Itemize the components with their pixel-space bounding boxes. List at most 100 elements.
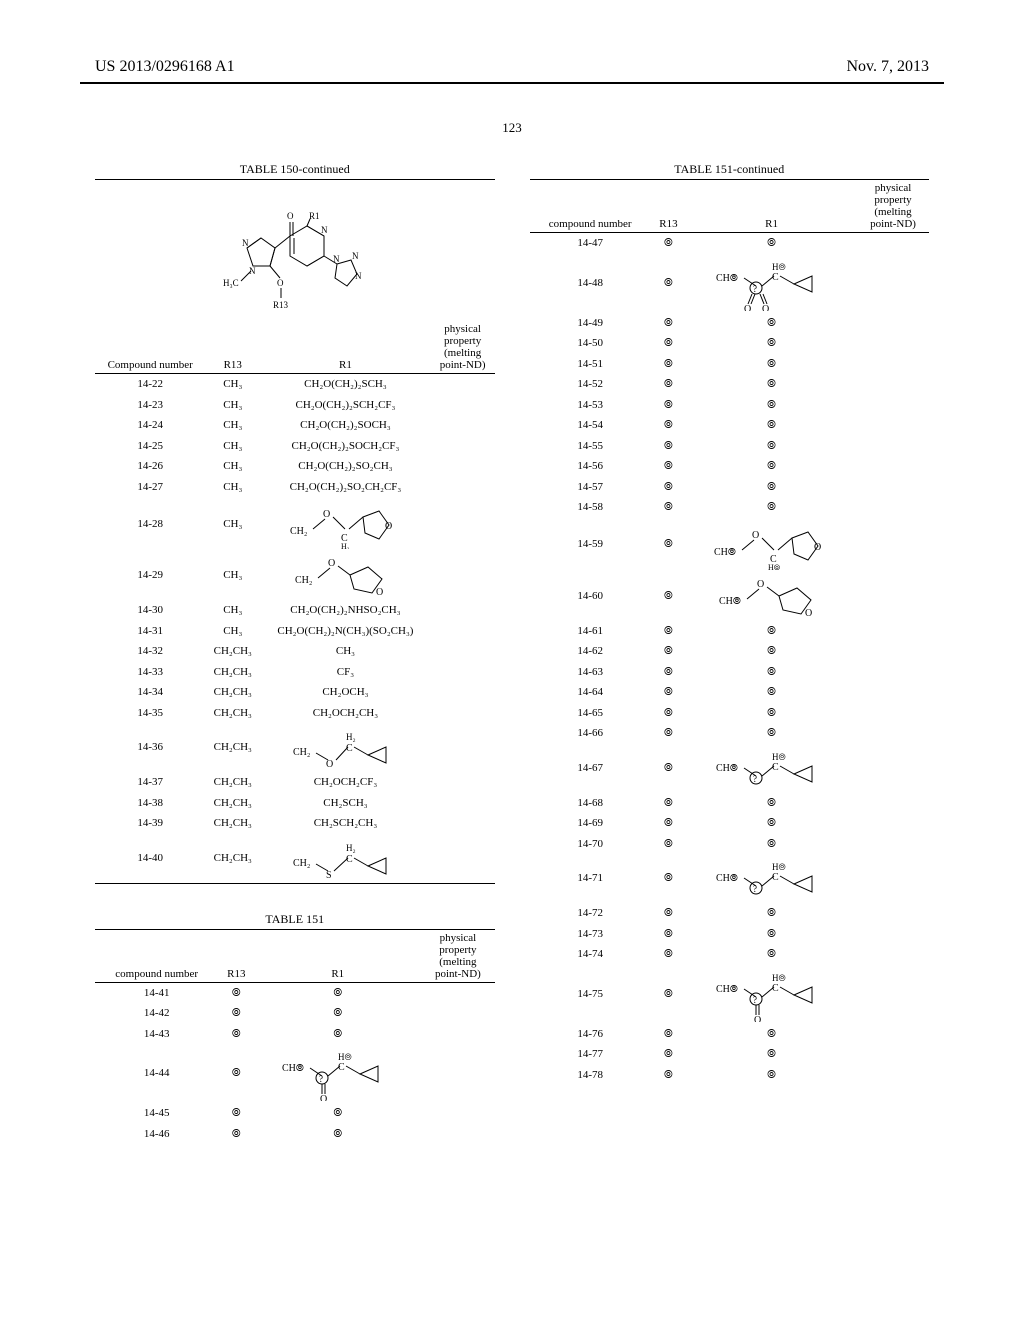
structure-14-60: CH⦾ O O (717, 574, 827, 619)
svg-text:O: O (328, 558, 335, 569)
table-row: 14-60 ⦾ CH⦾ O O (530, 572, 930, 621)
table-row: 14-39CH₂CH₃CH₂SCH₂CH₃ (95, 813, 495, 834)
svg-text:C: C (772, 983, 779, 994)
svg-text:CH⦾: CH⦾ (714, 547, 736, 558)
svg-text:O: O (320, 1094, 327, 1101)
svg-text:H⦾: H⦾ (338, 1052, 352, 1062)
table-row: 14-49⦾⦾ (530, 313, 930, 334)
structure-14-29: CH₂ O O (290, 553, 400, 598)
svg-text:H₃C: H₃C (223, 278, 239, 288)
table-row: 14-70⦾⦾ (530, 834, 930, 855)
table-row: 14-46⦾⦾ (95, 1124, 495, 1145)
table-row: 14-37CH₂CH₃CH₂OCH₂CF₃ (95, 772, 495, 793)
table-row: 14-34CH₂CH₃CH₂OCH₃ (95, 682, 495, 703)
table-row: 14-38CH₂CH₃CH₂SCH₃ (95, 793, 495, 814)
table-row: 14-43⦾⦾ (95, 1024, 495, 1045)
svg-text:O: O (323, 509, 330, 520)
placeholder-icon: ⦾ (664, 988, 673, 1000)
svg-text:N: N (355, 271, 362, 281)
table-row: 14-56⦾⦾ (530, 456, 930, 477)
table-row: 14-36 CH₂CH₃ CH₂ O H₂ C (95, 723, 495, 772)
table-row: 14-45⦾⦾ (95, 1103, 495, 1124)
col-r13: R13 (651, 180, 686, 233)
table-row: 14-33CH₂CH₃CF₃ (95, 662, 495, 683)
col-prop: physical property (melting point-ND) (421, 930, 494, 983)
table-row: 14-47 ⦾ ⦾ (530, 233, 930, 254)
table-150-title: TABLE 150-continued (95, 162, 495, 177)
table-row: 14-25CH₃CH₂O(CH₂)₂SOCH₂CF₃ (95, 436, 495, 457)
svg-text:N: N (249, 266, 256, 276)
table-row: 14-67 ⦾ CH⦾ ? H⦾ (530, 744, 930, 793)
structure-14-28: CH₂ O C H₂ O (285, 499, 405, 549)
svg-text:H⦾: H⦾ (772, 862, 786, 872)
svg-text:H₂: H₂ (346, 843, 356, 853)
svg-text:?: ? (753, 995, 757, 1005)
svg-text:CH⦾: CH⦾ (716, 763, 738, 774)
svg-text:CH⦾: CH⦾ (716, 273, 738, 284)
svg-text:CH⦾: CH⦾ (719, 596, 741, 607)
table-row: 14-35CH₂CH₃CH₂OCH₂CH₃ (95, 703, 495, 724)
table-151-cont-title: TABLE 151-continued (530, 162, 930, 177)
svg-text:?: ? (753, 884, 757, 894)
svg-text:O: O (385, 521, 392, 532)
page-number: 123 (502, 120, 522, 136)
table-150: Compound number R13 R1 physical property… (95, 321, 495, 883)
table-row: 14-74⦾⦾ (530, 944, 930, 965)
table-row: 14-41⦾⦾ (95, 982, 495, 1003)
placeholder-icon: ⦾ (664, 277, 673, 289)
placeholder-icon: ⦾ (232, 1067, 241, 1079)
table-row: 14-40 CH₂CH₃ CH₂ S H₂ C (95, 834, 495, 883)
structure-14-48: CH⦾ ? H⦾ C (714, 256, 829, 311)
table-row: 14-78⦾⦾ (530, 1065, 930, 1086)
table-row: 14-22CH₃CH₂O(CH₂)₂SCH₃ (95, 374, 495, 395)
svg-text:H₂: H₂ (346, 732, 356, 742)
col-r13: R13 (205, 321, 260, 374)
col-prop: physical property (melting point-ND) (857, 180, 929, 233)
structure-14-36: CH₂ O H₂ C (288, 725, 403, 770)
placeholder-icon: ⦾ (664, 590, 673, 602)
table-row: 14-77⦾⦾ (530, 1044, 930, 1065)
structure-14-75: CH⦾ ? H⦾ C (714, 967, 829, 1022)
col-compound: Compound number (95, 321, 205, 374)
table-row: 14-54⦾⦾ (530, 415, 930, 436)
table-row: 14-76⦾⦾ (530, 1024, 930, 1045)
structure-14-59: CH⦾ O C H⦾ O (712, 520, 832, 570)
svg-text:CH⦾: CH⦾ (716, 873, 738, 884)
table-row: 14-50⦾⦾ (530, 333, 930, 354)
placeholder-icon: ⦾ (664, 538, 673, 550)
svg-text:H⦾: H⦾ (772, 262, 786, 272)
structure-14-71: CH⦾ ? H⦾ C (714, 856, 829, 901)
table-row: 14-72⦾⦾ (530, 903, 930, 924)
table-row: 14-65⦾⦾ (530, 703, 930, 724)
table-row: 14-27CH₃CH₂O(CH₂)₂SO₂CH₂CF₃ (95, 477, 495, 498)
svg-text:C: C (346, 854, 353, 865)
svg-text:CH₂: CH₂ (293, 858, 310, 869)
col-r13: R13 (218, 930, 254, 983)
table-row: 14-48 ⦾ CH⦾ ? H⦾ (530, 254, 930, 313)
svg-text:?: ? (753, 284, 757, 294)
col-r1: R1 (260, 321, 431, 374)
svg-text:C: C (772, 762, 779, 773)
table-row: 14-66⦾⦾ (530, 723, 930, 744)
col-compound: compound number (530, 180, 651, 233)
table-row: 14-58⦾⦾ (530, 497, 930, 518)
structure-14-44: CH⦾ ? H⦾ C (280, 1046, 395, 1101)
table-row: 14-31CH₃CH₂O(CH₂)₂N(CH₃)(SO₂CH₃) (95, 621, 495, 642)
table-row: 14-59 ⦾ CH⦾ O C H⦾ (530, 518, 930, 572)
table-row: 14-23CH₃CH₂O(CH₂)₂SCH₂CF₃ (95, 395, 495, 416)
svg-text:R13: R13 (273, 300, 289, 310)
table-row: 14-63⦾⦾ (530, 662, 930, 683)
svg-text:C: C (772, 872, 779, 883)
svg-text:O: O (762, 304, 769, 311)
svg-text:CH⦾: CH⦾ (716, 984, 738, 995)
svg-text:H⦾: H⦾ (768, 563, 781, 570)
col-r1: R1 (254, 930, 421, 983)
patent-number: US 2013/0296168 A1 (95, 58, 235, 76)
svg-text:H₂: H₂ (341, 542, 350, 549)
col-prop: physical property (melting point-ND) (431, 321, 495, 374)
table-row: 14-71 ⦾ CH⦾ ? H⦾ (530, 854, 930, 903)
left-column: TABLE 150-continued N N H₃C (95, 158, 495, 1144)
table-row: 14-44 ⦾ CH⦾ ? H⦾ (95, 1044, 495, 1103)
svg-text:CH₂: CH₂ (290, 526, 307, 537)
svg-text:CH⦾: CH⦾ (282, 1063, 304, 1074)
